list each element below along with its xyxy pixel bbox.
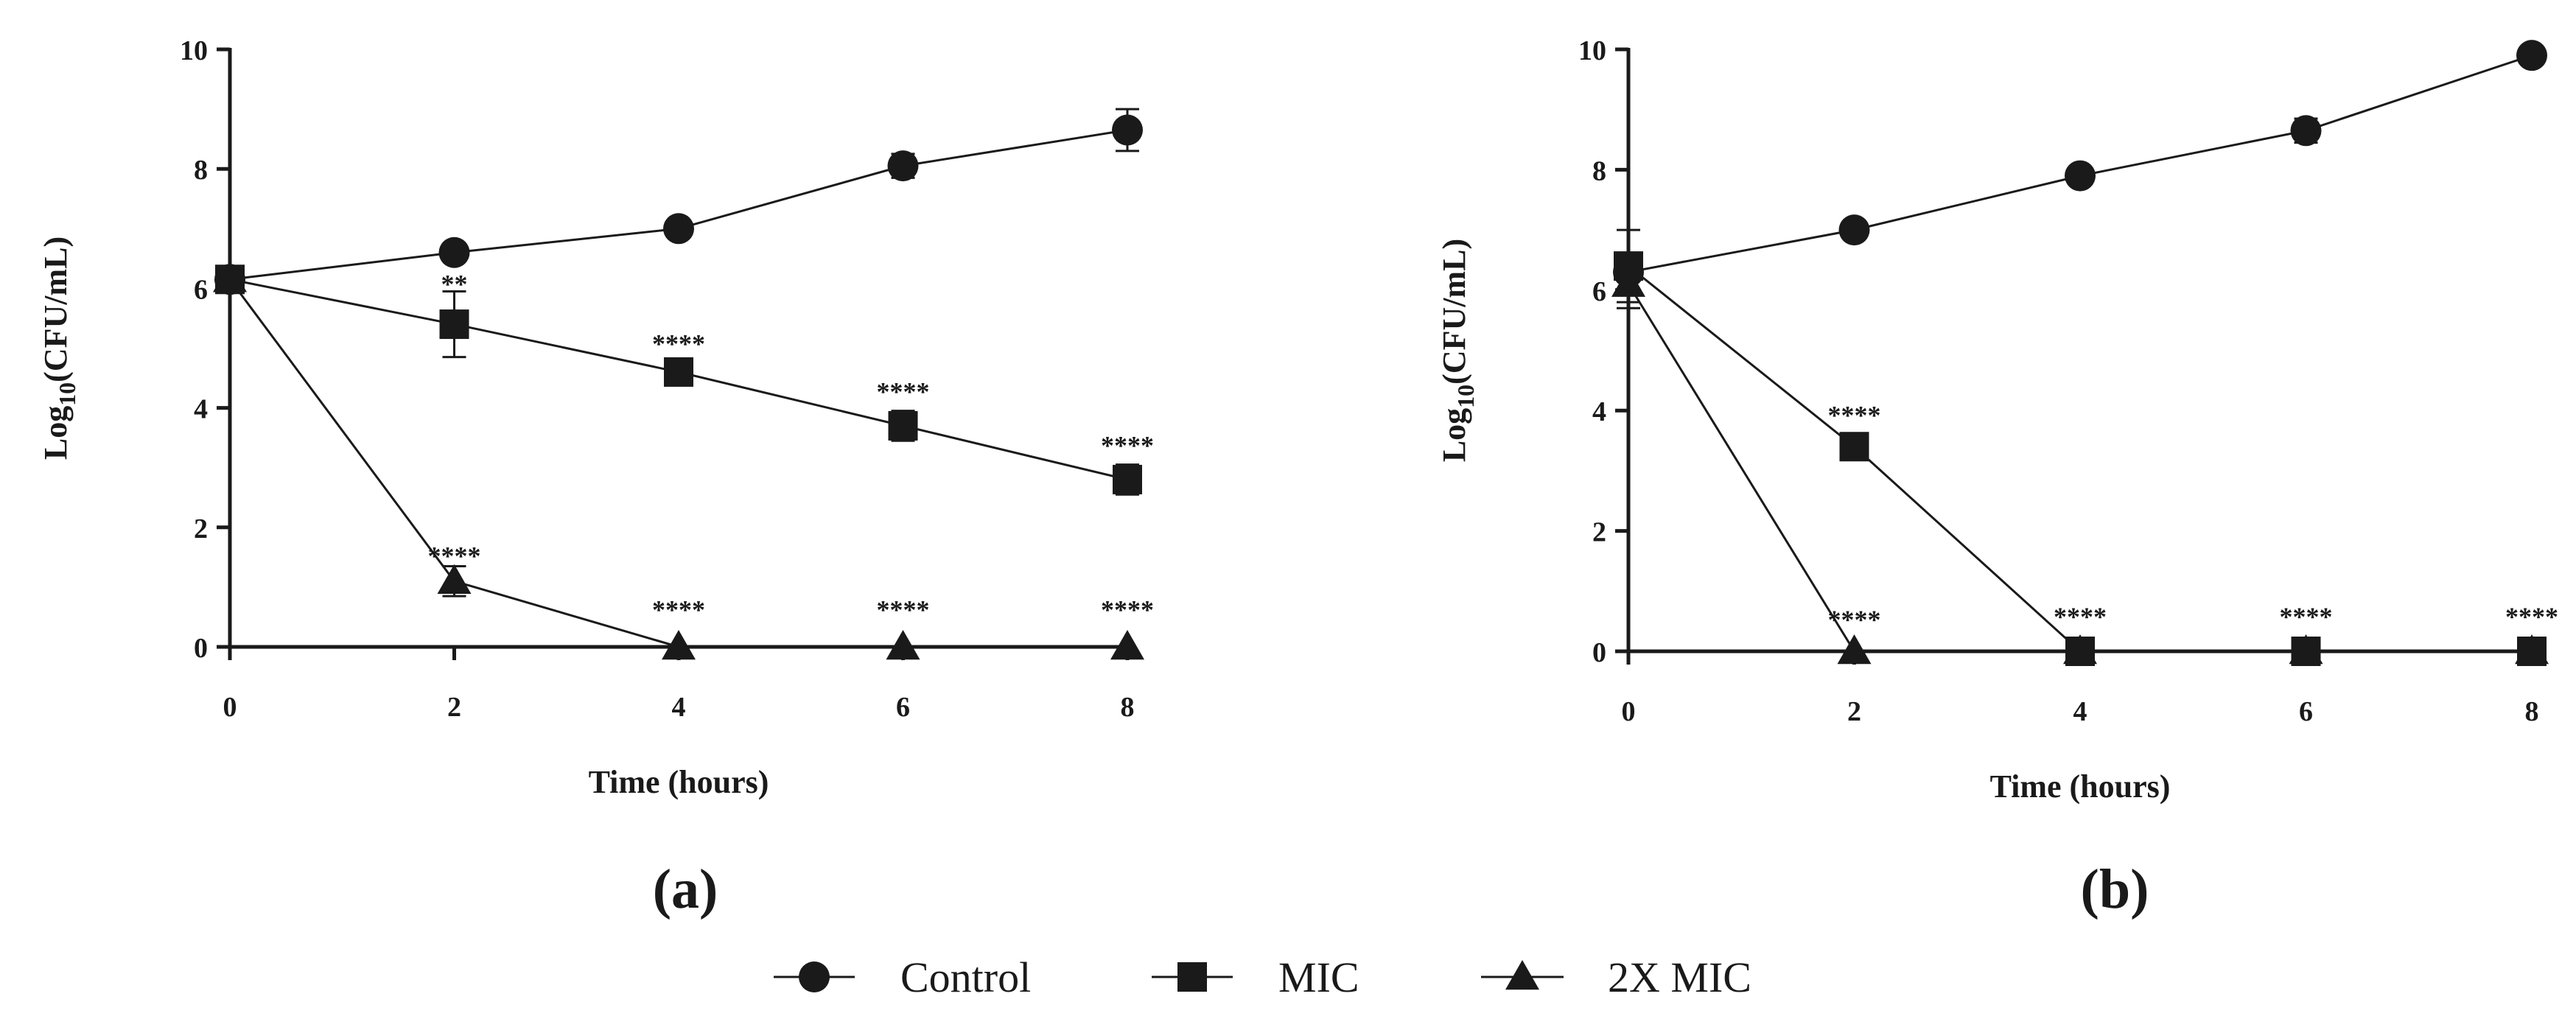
legend-item-2x-mic: 2X MIC [1481,953,1751,1001]
data-point [1110,630,1144,660]
y-tick-label: 2 [1592,517,1606,548]
series-2x-mic [1611,259,2549,665]
series-2x-mic [213,262,1144,660]
series-line [1628,264,2532,653]
data-point [2516,40,2547,71]
y-tick-label: 10 [1578,35,1606,66]
panel-label: (b) [2081,858,2149,920]
y-axis-title-subscript: 10 [1452,385,1479,408]
series-line [229,129,1128,281]
series-mic [1614,228,2547,666]
data-point [438,237,470,268]
x-axis-title: Time (hours) [589,764,769,800]
data-point [1611,267,1645,297]
data-point [886,630,920,660]
legend: Control MIC 2X MIC [774,953,1751,1001]
significance-label: **** [877,376,930,406]
y-axis-title-rest: (CFU/mL) [38,237,74,382]
legend-marker [799,961,830,992]
y-axis-title: Log10(CFU/mL) [38,237,80,460]
x-tick-label: 4 [2073,696,2087,727]
legend-label: Control [900,953,1031,1001]
x-tick-label: 0 [1622,696,1636,727]
data-point [2065,160,2096,192]
significance-label: **** [2505,602,2558,631]
data-point [662,630,696,660]
x-tick-label: 6 [2299,696,2313,727]
data-point [1837,634,1872,665]
panel-label: (a) [653,858,718,920]
data-point [664,357,693,387]
y-axis-title-subscript: 10 [54,382,80,406]
y-tick-label: 6 [1592,276,1606,307]
x-tick-label: 8 [1121,692,1135,723]
significance-label: **** [2054,602,2107,631]
x-tick-label: 4 [672,692,686,723]
data-point [1839,432,1869,462]
data-point [888,410,918,441]
y-tick-label: 2 [194,514,208,544]
data-point [1113,464,1142,494]
data-point [887,150,919,182]
series-control [1613,40,2547,288]
data-point [1838,214,1870,246]
legend-item-mic: MIC [1152,953,1359,1001]
x-tick-label: 2 [447,692,461,723]
significance-label: **** [652,595,705,624]
y-tick-label: 0 [194,633,208,664]
x-tick-label: 8 [2525,696,2539,727]
significance-label: **** [2280,602,2333,631]
legend-label: MIC [1278,953,1359,1001]
data-point [2063,634,2097,665]
data-point [2290,115,2322,147]
series-mic [215,264,1142,496]
data-point [663,213,694,245]
data-point [439,309,469,340]
significance-label: ** [441,269,468,298]
data-point [437,564,472,595]
y-tick-label: 8 [1592,155,1606,186]
legend-item-control: Control [774,953,1031,1001]
y-axis-title: Log10(CFU/mL) [1436,239,1479,462]
legend-marker [1177,962,1207,992]
significance-label: **** [428,541,481,570]
significance-label: **** [1828,605,1881,634]
significance-label: **** [877,595,930,624]
significance-label: **** [652,329,705,358]
legend-marker [1505,960,1539,990]
data-point [2289,634,2323,665]
y-tick-label: 4 [194,394,208,425]
data-point [213,262,247,292]
significance-label: **** [1101,430,1154,460]
y-tick-label: 0 [1592,637,1606,668]
series-line [1627,283,2532,653]
data-point [2515,634,2549,665]
x-tick-label: 6 [896,692,910,723]
y-tick-label: 6 [194,274,208,305]
x-axis-title: Time (hours) [1990,768,2171,805]
data-point [1112,114,1143,146]
legend-label: 2X MIC [1608,953,1751,1001]
series-control [214,108,1143,295]
y-tick-label: 4 [1592,396,1606,427]
y-axis-title-rest: (CFU/mL) [1436,239,1472,385]
y-axis-title-main: Log [38,406,74,460]
significance-label: **** [1828,400,1881,430]
x-tick-label: 2 [1847,696,1861,727]
y-tick-label: 8 [194,155,208,186]
y-tick-label: 10 [180,35,208,66]
significance-label: **** [1101,595,1154,624]
y-axis-title-main: Log [1436,408,1472,462]
x-tick-label: 0 [223,692,237,723]
